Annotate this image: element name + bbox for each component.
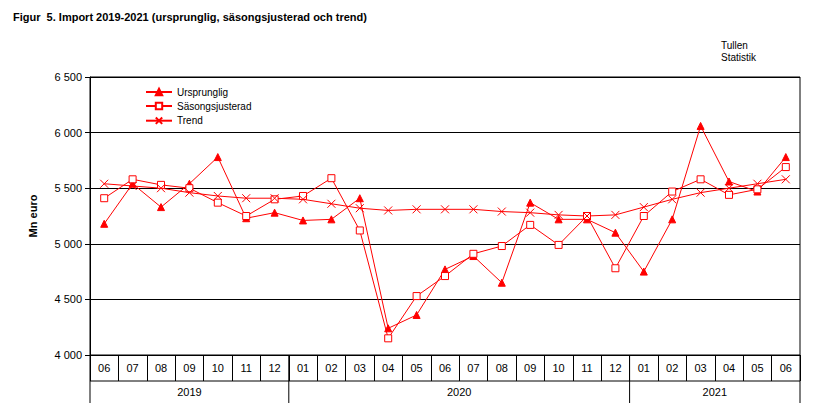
svg-text:05: 05 [751,362,763,374]
svg-text:02: 02 [325,362,337,374]
svg-text:10: 10 [212,362,224,374]
svg-text:Figur 5. Import 2019-2021 (ur: Figur 5. Import 2019-2021 (ursprunglig, … [13,11,367,23]
svg-text:12: 12 [609,362,621,374]
svg-text:2020: 2020 [447,386,471,398]
svg-text:11: 11 [581,362,592,374]
svg-text:08: 08 [155,362,167,374]
svg-text:Trend: Trend [177,115,203,126]
svg-text:07: 07 [467,362,479,374]
svg-text:5 000: 5 000 [54,238,82,250]
svg-text:01: 01 [297,362,309,374]
svg-text:10: 10 [552,362,564,374]
svg-text:Tullen: Tullen [721,40,748,51]
svg-text:2021: 2021 [703,386,727,398]
svg-text:6 000: 6 000 [54,127,82,139]
svg-text:2019: 2019 [177,386,201,398]
svg-text:Mn euro: Mn euro [27,194,39,237]
svg-text:6 500: 6 500 [54,71,82,83]
svg-text:4 000: 4 000 [54,349,82,361]
svg-text:03: 03 [694,362,706,374]
svg-text:Säsongsjusterad: Säsongsjusterad [177,101,252,112]
svg-text:06: 06 [98,362,110,374]
svg-text:09: 09 [183,362,195,374]
svg-text:Statistik: Statistik [721,52,757,63]
svg-text:12: 12 [268,362,280,374]
svg-text:09: 09 [524,362,536,374]
svg-text:08: 08 [496,362,508,374]
svg-text:4 500: 4 500 [54,293,82,305]
svg-text:5 500: 5 500 [54,182,82,194]
svg-text:04: 04 [382,362,394,374]
svg-text:02: 02 [666,362,678,374]
svg-text:07: 07 [126,362,138,374]
svg-text:Ursprunglig: Ursprunglig [177,87,228,98]
svg-text:01: 01 [638,362,650,374]
svg-text:03: 03 [354,362,366,374]
svg-text:04: 04 [723,362,735,374]
svg-text:05: 05 [410,362,422,374]
svg-text:06: 06 [439,362,451,374]
svg-text:06: 06 [780,362,792,374]
svg-text:11: 11 [240,362,251,374]
